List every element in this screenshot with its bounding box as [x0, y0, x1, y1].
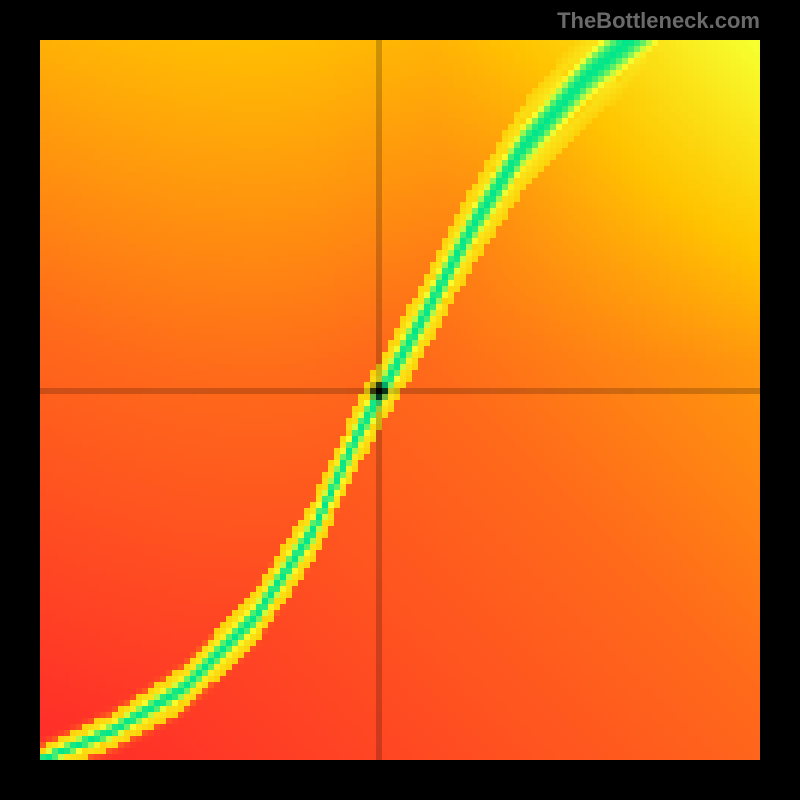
watermark-text: TheBottleneck.com — [557, 8, 760, 34]
bottleneck-heatmap — [40, 40, 760, 760]
